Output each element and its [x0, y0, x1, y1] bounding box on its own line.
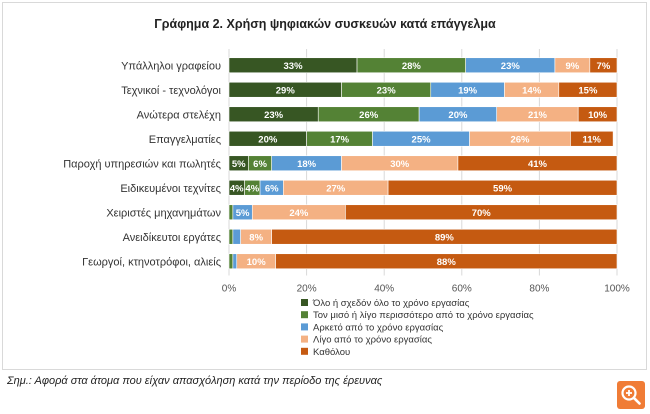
bar-segment — [558, 81, 618, 98]
legend-label: Τον μισό ή λίγο περισσότερο από το χρόνο… — [313, 310, 534, 321]
data-label: 33% — [284, 61, 304, 72]
bar-segment — [232, 228, 241, 245]
legend-swatch — [301, 347, 308, 355]
category-label: Ειδικευμένοι τεχνίτες — [120, 183, 221, 195]
x-tick-labels: 0% 20% 40% 60% 80% 100% — [222, 284, 630, 295]
x-tick-label: 0% — [222, 284, 237, 295]
data-label: 14% — [522, 85, 542, 96]
chart: Γράφημα 2. Χρήση ψηφιακών συσκευών κατά … — [63, 17, 630, 358]
footnote: Σημ.: Αφορά στα άτομα που είχαν απασχόλη… — [7, 375, 383, 387]
legend-label: Λίγο από το χρόνο εργασίας — [313, 335, 432, 346]
data-label: 21% — [528, 110, 548, 121]
legend-swatch — [301, 323, 308, 331]
bar-segment — [387, 179, 618, 196]
data-label: 4% — [230, 183, 244, 194]
data-label: 23% — [377, 85, 397, 96]
data-label: 10% — [588, 110, 608, 121]
data-label: 26% — [510, 134, 530, 145]
category-label: Επαγγελματίες — [149, 134, 221, 146]
category-label: Ανώτερα στελέχη — [137, 109, 221, 121]
data-label: 88% — [437, 257, 457, 268]
bar-segment — [589, 57, 618, 74]
category-label: Γεωργοί, κτηνοτρόφοι, αλιείς — [82, 256, 221, 268]
x-tick-label: 40% — [374, 284, 394, 295]
data-label: 59% — [493, 183, 513, 194]
data-label: 20% — [258, 134, 278, 145]
data-label: 15% — [578, 85, 598, 96]
x-tick-label: 100% — [604, 284, 630, 295]
legend-swatch — [301, 335, 308, 343]
legend-swatch — [301, 311, 308, 319]
data-label: 23% — [264, 110, 284, 121]
legend-label: Όλο ή σχεδόν όλο το χρόνο εργασίας — [312, 298, 470, 309]
data-label: 6% — [253, 159, 267, 170]
data-label: 19% — [458, 85, 478, 96]
data-label: 28% — [402, 61, 422, 72]
data-label: 6% — [265, 183, 279, 194]
bar-segment — [232, 253, 238, 270]
chart-frame: Γράφημα 2. Χρήση ψηφιακών συσκευών κατά … — [2, 2, 647, 370]
data-label: 24% — [289, 208, 309, 219]
bar-segment — [570, 130, 614, 147]
data-label: 27% — [326, 183, 346, 194]
category-label: Χειριστές μηχανημάτων — [106, 207, 221, 219]
bar-segment — [577, 106, 618, 123]
category-label: Παροχή υπηρεσιών και πωλητές — [63, 158, 221, 170]
category-label: Ανειδίκευτοι εργάτες — [123, 232, 221, 244]
bar-segment — [457, 155, 618, 172]
chart-title: Γράφημα 2. Χρήση ψηφιακών συσκευών κατά … — [154, 17, 496, 31]
bar-segment — [228, 253, 234, 270]
data-label: 4% — [245, 183, 259, 194]
x-tick-label: 60% — [452, 284, 472, 295]
data-label: 9% — [566, 61, 580, 72]
zoom-button[interactable] — [617, 381, 645, 409]
category-labels: Υπάλληλοι γραφείου Τεχνικοί - τεχνολόγοι Α… — [63, 60, 221, 268]
bar-segment — [228, 204, 234, 221]
data-label: 89% — [435, 232, 455, 243]
data-label: 5% — [232, 159, 246, 170]
category-label: Τεχνικοί - τεχνολόγοι — [121, 85, 221, 97]
bars: 33% 28% 23% 9% 7% 29% 23% 19% 14% 15% 23% 26% 20% 21%… — [228, 57, 618, 270]
data-label: 11% — [583, 134, 602, 145]
data-label: 26% — [359, 110, 379, 121]
x-tick-label: 80% — [529, 284, 549, 295]
bar-segment — [275, 253, 618, 270]
bar-segment — [271, 228, 618, 245]
legend-swatch — [301, 299, 308, 306]
data-label: 18% — [297, 159, 317, 170]
bar-segment — [228, 228, 234, 245]
data-label: 17% — [330, 134, 350, 145]
legend-label: Καθόλου — [313, 347, 350, 358]
data-label: 23% — [501, 61, 521, 72]
data-label: 20% — [448, 110, 468, 121]
category-label: Υπάλληλοι γραφείου — [121, 60, 221, 72]
x-tick-label: 20% — [297, 284, 317, 295]
data-label: 30% — [390, 159, 410, 170]
data-label: 7% — [597, 61, 611, 72]
legend-label: Αρκετό από το χρόνο εργασίας — [313, 322, 444, 333]
bar-segment — [345, 204, 618, 221]
data-label: 25% — [412, 134, 432, 145]
zoom-icon — [617, 381, 645, 409]
data-label: 41% — [528, 159, 548, 170]
data-label: 10% — [247, 257, 267, 268]
data-label: 70% — [472, 208, 492, 219]
data-label: 5% — [236, 208, 250, 219]
data-label: 8% — [249, 232, 263, 243]
data-label: 29% — [276, 85, 296, 96]
